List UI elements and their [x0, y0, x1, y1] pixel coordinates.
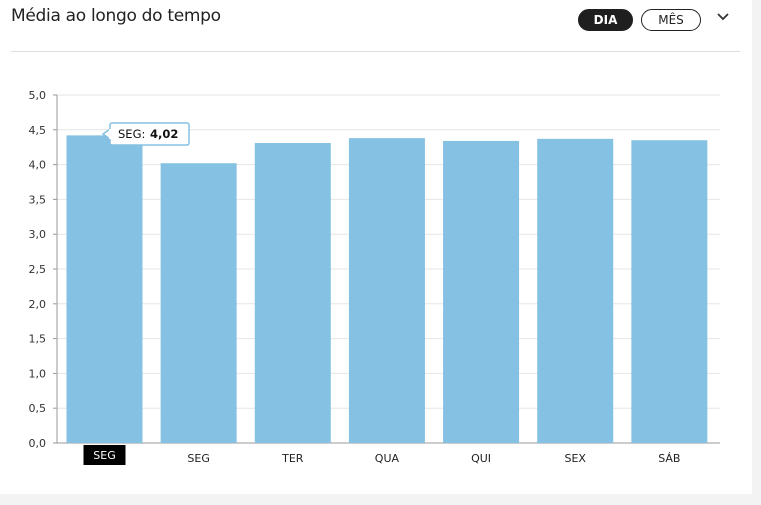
chart-bar	[631, 140, 708, 444]
y-tick-label: 4,0	[29, 159, 47, 172]
tooltip-pointer-mask	[109, 129, 112, 139]
chart-bar	[254, 143, 331, 444]
tooltip-value: 4,02	[150, 127, 178, 141]
y-tick-label: 5,0	[29, 89, 47, 102]
chart-title: Média ao longo do tempo	[11, 6, 221, 26]
x-tick-label: SEG	[187, 452, 209, 465]
header-divider	[11, 51, 740, 52]
y-tick-label: 4,5	[29, 124, 47, 137]
x-tick-label-highlight	[83, 445, 126, 465]
chevron-down-icon[interactable]	[715, 10, 731, 24]
y-tick-label: 0,5	[29, 402, 47, 415]
y-tick-label: 1,5	[29, 333, 47, 346]
x-tick-label: QUA	[375, 452, 400, 465]
x-tick-label: TER	[281, 452, 304, 465]
x-tick-label: SEG	[93, 449, 115, 462]
chart-bar	[66, 135, 143, 444]
bar-chart: 0,0 0,5 1,0 1,5 2,0 2,5 3,0 3,5 4,0 4,5 5,0 SEG SEG T…	[29, 89, 720, 465]
chart-card: Média ao longo do tempo DIA MÊS 0,0 0,5 1,…	[0, 0, 752, 494]
tooltip-label: SEG:	[118, 127, 145, 141]
y-tick-label: 0,0	[29, 437, 47, 450]
chart-bar	[160, 163, 237, 443]
y-tick-label: 3,5	[29, 193, 47, 206]
x-tick-label: SEX	[564, 452, 586, 465]
x-tick-label: SÁB	[658, 452, 680, 465]
chart-bar	[443, 140, 520, 443]
chart-bar	[348, 138, 425, 444]
chart-bar	[537, 138, 614, 443]
toggle-month-button[interactable]: MÊS	[641, 9, 701, 31]
y-tick-label: 3,0	[29, 228, 47, 241]
x-tick-label: QUI	[471, 452, 491, 465]
toggle-day-button[interactable]: DIA	[578, 9, 633, 31]
y-tick-label: 2,0	[29, 298, 47, 311]
y-tick-label: 1,0	[29, 367, 47, 380]
y-tick-label: 2,5	[29, 263, 47, 276]
